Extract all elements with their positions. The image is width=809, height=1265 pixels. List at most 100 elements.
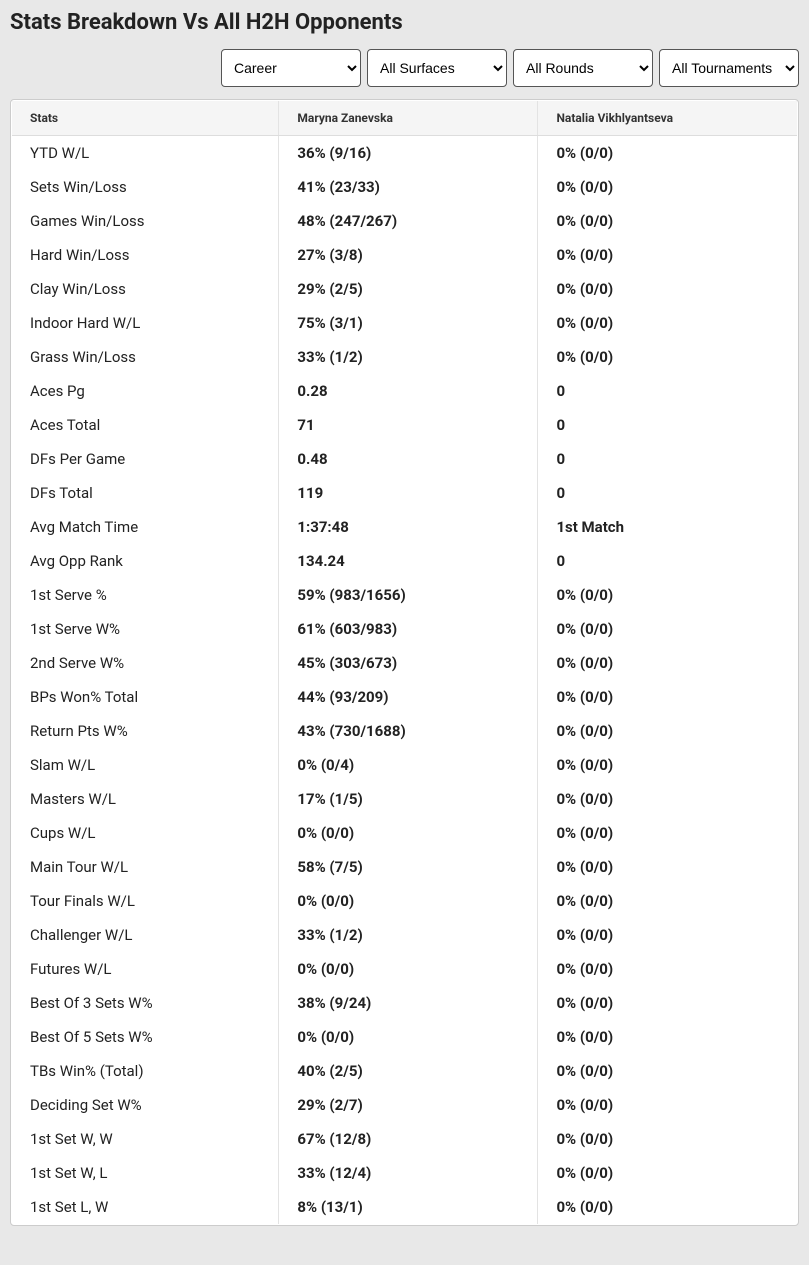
col-header-player2: Natalia Vikhlyantseva — [538, 101, 797, 136]
stat-value-player1: 75% (3/1) — [279, 306, 538, 340]
stat-value-player1: 8% (13/1) — [279, 1190, 538, 1224]
stat-label: 2nd Serve W% — [12, 646, 279, 680]
stat-label: Slam W/L — [12, 748, 279, 782]
stat-value-player1: 27% (3/8) — [279, 238, 538, 272]
stat-value-player1: 0% (0/0) — [279, 952, 538, 986]
stat-value-player2: 0% (0/0) — [538, 952, 797, 986]
stat-value-player1: 119 — [279, 476, 538, 510]
table-row: DFs Per Game0.480 — [12, 442, 797, 476]
stat-label: Return Pts W% — [12, 714, 279, 748]
stat-value-player1: 59% (983/1656) — [279, 578, 538, 612]
stat-value-player2: 0% (0/0) — [538, 306, 797, 340]
stat-label: Hard Win/Loss — [12, 238, 279, 272]
stat-value-player2: 0% (0/0) — [538, 238, 797, 272]
table-row: Hard Win/Loss27% (3/8)0% (0/0) — [12, 238, 797, 272]
stat-label: Avg Opp Rank — [12, 544, 279, 578]
table-row: Challenger W/L33% (1/2)0% (0/0) — [12, 918, 797, 952]
stat-label: Sets Win/Loss — [12, 170, 279, 204]
stat-label: Best Of 5 Sets W% — [12, 1020, 279, 1054]
stat-value-player1: 134.24 — [279, 544, 538, 578]
stat-value-player1: 48% (247/267) — [279, 204, 538, 238]
stat-value-player2: 0% (0/0) — [538, 340, 797, 374]
stat-label: DFs Total — [12, 476, 279, 510]
stat-label: Games Win/Loss — [12, 204, 279, 238]
stat-value-player2: 0% (0/0) — [538, 816, 797, 850]
table-row: 1st Serve %59% (983/1656)0% (0/0) — [12, 578, 797, 612]
page-title: Stats Breakdown Vs All H2H Opponents — [10, 10, 799, 35]
stat-label: 1st Set L, W — [12, 1190, 279, 1224]
stat-label: 1st Set W, W — [12, 1122, 279, 1156]
stat-value-player1: 38% (9/24) — [279, 986, 538, 1020]
stat-label: 1st Serve % — [12, 578, 279, 612]
stat-value-player2: 0 — [538, 374, 797, 408]
stat-value-player1: 33% (1/2) — [279, 340, 538, 374]
stat-value-player2: 0% (0/0) — [538, 612, 797, 646]
stat-label: DFs Per Game — [12, 442, 279, 476]
table-row: 1st Set W, W67% (12/8)0% (0/0) — [12, 1122, 797, 1156]
stat-value-player2: 0% (0/0) — [538, 680, 797, 714]
stats-table: Stats Maryna Zanevska Natalia Vikhlyants… — [12, 101, 797, 1224]
stat-value-player1: 33% (12/4) — [279, 1156, 538, 1190]
stat-value-player2: 0% (0/0) — [538, 850, 797, 884]
stat-value-player2: 0 — [538, 544, 797, 578]
stat-value-player2: 0 — [538, 476, 797, 510]
stat-value-player1: 17% (1/5) — [279, 782, 538, 816]
filter-tournaments[interactable]: All Tournaments — [659, 49, 799, 87]
stat-value-player1: 40% (2/5) — [279, 1054, 538, 1088]
stat-value-player2: 0% (0/0) — [538, 1122, 797, 1156]
table-row: Clay Win/Loss29% (2/5)0% (0/0) — [12, 272, 797, 306]
stat-value-player1: 0% (0/0) — [279, 884, 538, 918]
stat-value-player2: 0% (0/0) — [538, 1088, 797, 1122]
stat-value-player2: 0% (0/0) — [538, 646, 797, 680]
stat-value-player1: 36% (9/16) — [279, 136, 538, 171]
col-header-player1: Maryna Zanevska — [279, 101, 538, 136]
stat-label: YTD W/L — [12, 136, 279, 171]
stat-value-player1: 29% (2/5) — [279, 272, 538, 306]
table-row: 2nd Serve W%45% (303/673)0% (0/0) — [12, 646, 797, 680]
table-row: Best Of 3 Sets W%38% (9/24)0% (0/0) — [12, 986, 797, 1020]
table-row: Return Pts W%43% (730/1688)0% (0/0) — [12, 714, 797, 748]
stat-value-player2: 0% (0/0) — [538, 136, 797, 171]
stat-value-player1: 29% (2/7) — [279, 1088, 538, 1122]
stat-value-player1: 33% (1/2) — [279, 918, 538, 952]
table-row: Aces Total710 — [12, 408, 797, 442]
stat-value-player2: 0% (0/0) — [538, 1156, 797, 1190]
filter-rounds[interactable]: All Rounds — [513, 49, 653, 87]
stat-value-player1: 41% (23/33) — [279, 170, 538, 204]
stat-value-player2: 0% (0/0) — [538, 1020, 797, 1054]
stat-value-player1: 71 — [279, 408, 538, 442]
table-row: Cups W/L0% (0/0)0% (0/0) — [12, 816, 797, 850]
table-row: Masters W/L17% (1/5)0% (0/0) — [12, 782, 797, 816]
stat-value-player2: 0% (0/0) — [538, 170, 797, 204]
filter-bar: Career All Surfaces All Rounds All Tourn… — [10, 49, 799, 87]
stat-label: Clay Win/Loss — [12, 272, 279, 306]
table-row: Indoor Hard W/L75% (3/1)0% (0/0) — [12, 306, 797, 340]
stat-value-player1: 0.28 — [279, 374, 538, 408]
stat-value-player2: 0% (0/0) — [538, 1190, 797, 1224]
table-row: Futures W/L0% (0/0)0% (0/0) — [12, 952, 797, 986]
table-row: Grass Win/Loss33% (1/2)0% (0/0) — [12, 340, 797, 374]
filter-surfaces[interactable]: All Surfaces — [367, 49, 507, 87]
table-row: Main Tour W/L58% (7/5)0% (0/0) — [12, 850, 797, 884]
stat-value-player1: 45% (303/673) — [279, 646, 538, 680]
stat-value-player2: 0% (0/0) — [538, 204, 797, 238]
table-row: DFs Total1190 — [12, 476, 797, 510]
stat-label: Avg Match Time — [12, 510, 279, 544]
table-row: Best Of 5 Sets W%0% (0/0)0% (0/0) — [12, 1020, 797, 1054]
stat-value-player1: 44% (93/209) — [279, 680, 538, 714]
stats-table-panel: Stats Maryna Zanevska Natalia Vikhlyants… — [10, 99, 799, 1226]
stat-value-player1: 0.48 — [279, 442, 538, 476]
stat-value-player2: 0% (0/0) — [538, 884, 797, 918]
stat-value-player1: 67% (12/8) — [279, 1122, 538, 1156]
table-row: 1st Set W, L33% (12/4)0% (0/0) — [12, 1156, 797, 1190]
stat-value-player1: 0% (0/4) — [279, 748, 538, 782]
stat-value-player2: 0% (0/0) — [538, 578, 797, 612]
stat-value-player2: 0% (0/0) — [538, 1054, 797, 1088]
stat-label: Cups W/L — [12, 816, 279, 850]
table-row: Games Win/Loss48% (247/267)0% (0/0) — [12, 204, 797, 238]
filter-career[interactable]: Career — [221, 49, 361, 87]
stat-label: BPs Won% Total — [12, 680, 279, 714]
stat-label: Grass Win/Loss — [12, 340, 279, 374]
stat-value-player1: 61% (603/983) — [279, 612, 538, 646]
table-row: BPs Won% Total44% (93/209)0% (0/0) — [12, 680, 797, 714]
